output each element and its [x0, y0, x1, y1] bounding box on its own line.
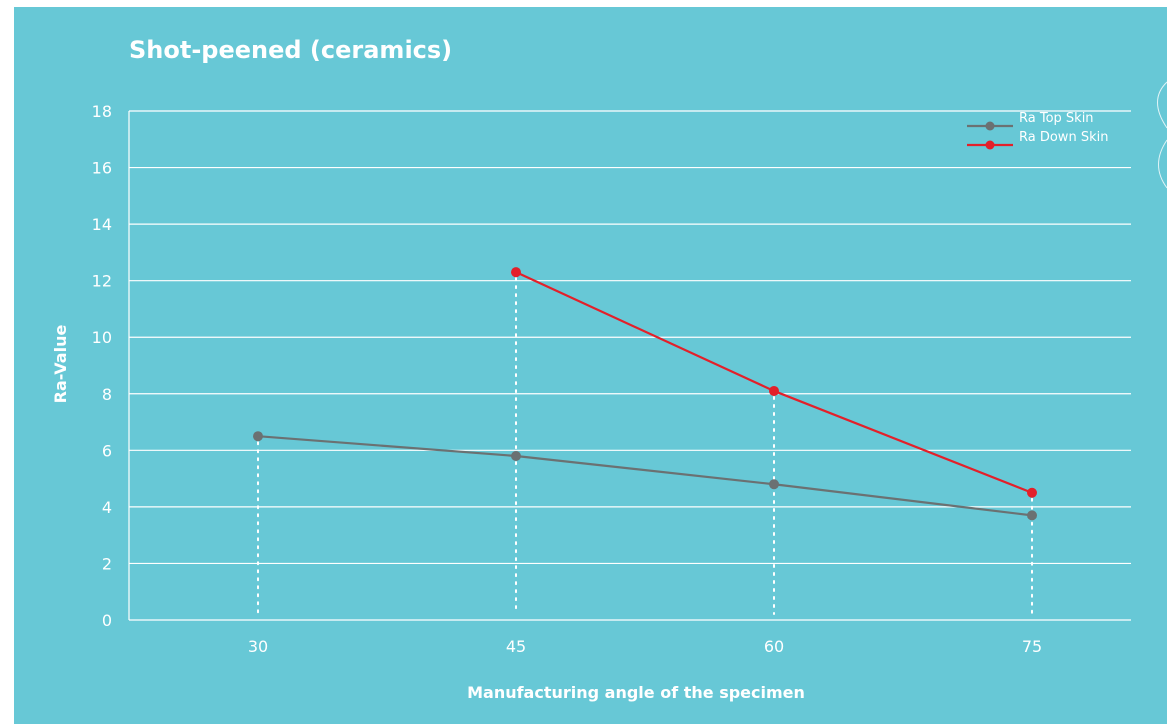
- x-tick-label: 30: [248, 637, 268, 656]
- chart-title: Shot-peened (ceramics): [129, 36, 452, 64]
- series-line: [257, 435, 1033, 517]
- legend-swatch-marker: [985, 121, 995, 131]
- data-point: [253, 431, 263, 442]
- y-tick-label: 18: [92, 102, 112, 121]
- legend-swatch-marker: [985, 140, 995, 150]
- y-axis-label: Ra-Value: [51, 325, 70, 404]
- x-axis-label: Manufacturing angle of the specimen: [467, 683, 805, 702]
- y-tick-label: 6: [102, 441, 112, 460]
- drop-lines: [257, 277, 1033, 615]
- y-tick-label: 8: [102, 385, 112, 404]
- y-tick-label: 2: [102, 554, 112, 573]
- y-tick-label: 10: [92, 328, 112, 347]
- y-tick-label: 14: [92, 215, 112, 234]
- x-tick-label: 60: [764, 637, 784, 656]
- x-tick-label: 75: [1022, 637, 1042, 656]
- legend: Ra Top Skin Ra Down Skin: [967, 111, 1108, 150]
- y-tick-label: 4: [102, 498, 112, 517]
- data-point: [1027, 510, 1037, 521]
- x-tick-labels: 30 45 60 75: [248, 637, 1042, 656]
- y-tick-labels: 0 2 4 6 8 10 12 14 16 18: [92, 102, 112, 630]
- data-point: [511, 267, 521, 278]
- data-point: [769, 479, 779, 490]
- data-point: [1027, 487, 1037, 498]
- x-tick-label: 45: [506, 637, 526, 656]
- data-point: [511, 450, 521, 461]
- legend-label: Ra Top Skin: [1019, 111, 1094, 126]
- legend-label: Ra Down Skin: [1019, 130, 1108, 145]
- y-tick-label: 12: [92, 272, 112, 291]
- data-point: [769, 385, 779, 396]
- grid-layer: [128, 110, 1131, 621]
- series-layer: [253, 267, 1037, 521]
- y-tick-label: 0: [102, 611, 112, 630]
- series-line: [515, 271, 1033, 494]
- y-tick-label: 16: [92, 159, 112, 178]
